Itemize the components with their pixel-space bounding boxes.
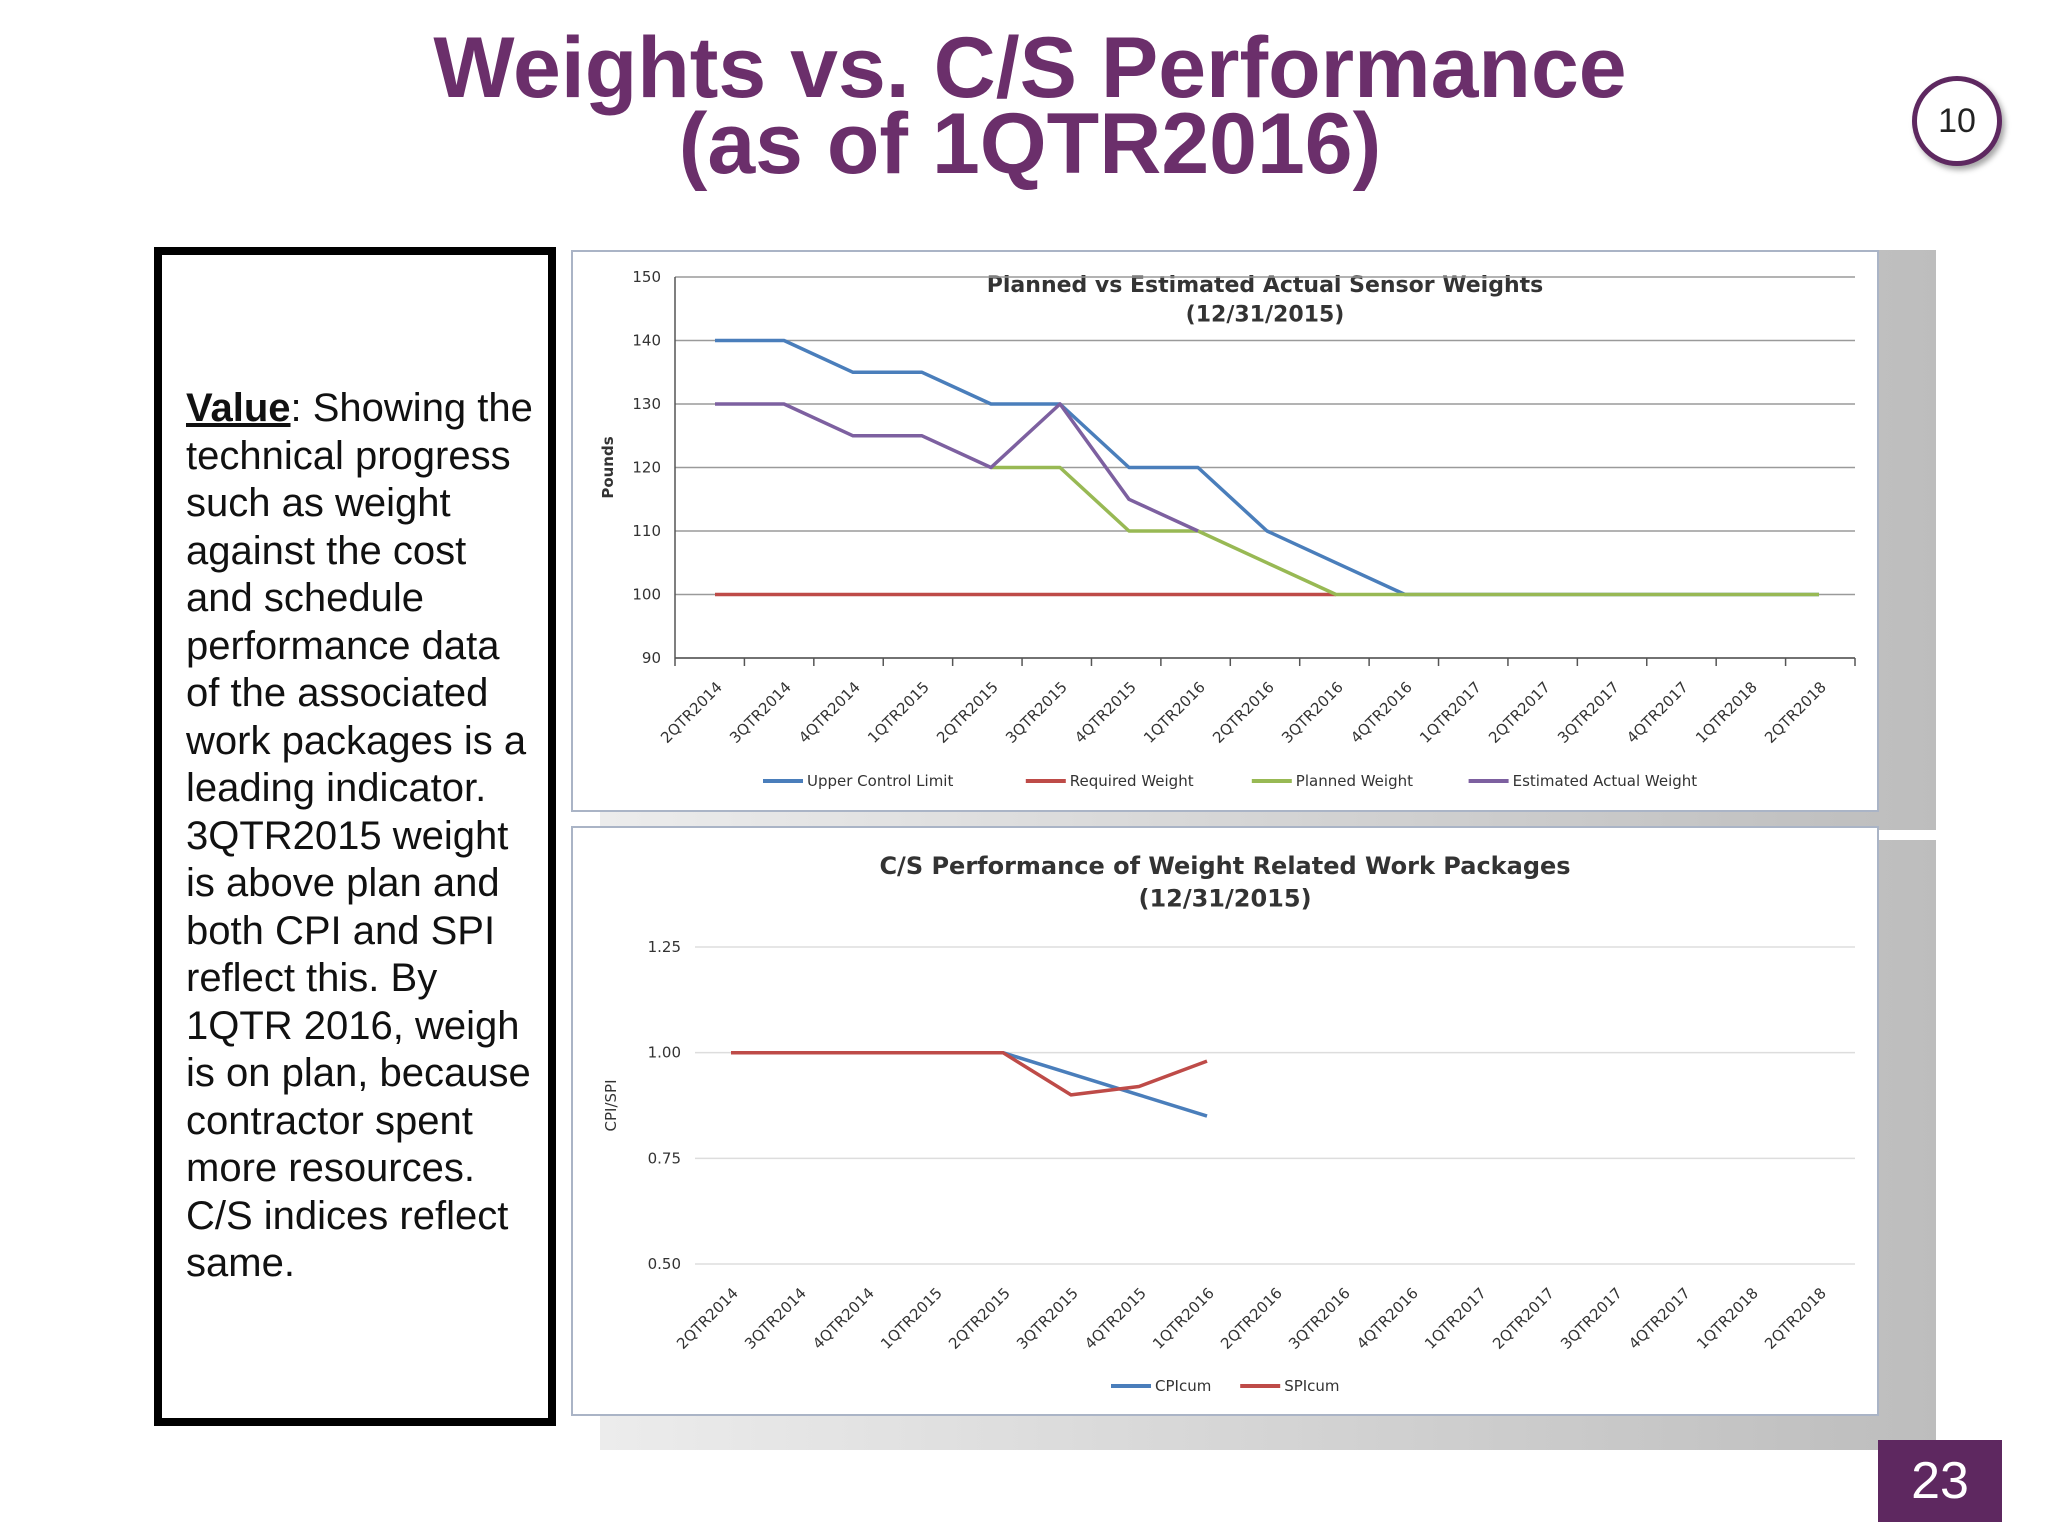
y-tick-label: 0.50 (648, 1255, 681, 1273)
series-line-cpicum (731, 1050, 1208, 1118)
x-tick-label: 2QTR2015 (933, 678, 1002, 747)
slide-title-line2: (as of 1QTR2016) (678, 96, 1382, 192)
y-tick-label: 150 (632, 268, 661, 286)
slide-badge: 10 (1912, 76, 2002, 166)
series-line-planned-weight (991, 465, 1819, 597)
x-tick-label: 2QTR2015 (945, 1284, 1014, 1353)
value-label: Value (186, 386, 291, 430)
y-tick-label: 140 (632, 332, 661, 350)
x-tick-label: 2QTR2018 (1761, 678, 1830, 747)
y-tick-label: 1.00 (648, 1044, 681, 1062)
x-tick-label: 4QTR2016 (1347, 678, 1416, 747)
legend-label: SPIcum (1284, 1377, 1339, 1395)
legend-label: CPIcum (1155, 1377, 1211, 1395)
cs-performance-chart: C/S Performance of Weight Related Work P… (602, 852, 1855, 1395)
chart-title: C/S Performance of Weight Related Work P… (879, 852, 1570, 880)
x-tick-label: 2QTR2014 (673, 1284, 742, 1353)
x-tick-label: 3QTR2017 (1554, 678, 1623, 747)
y-axis-label: CPI/SPI (602, 1080, 620, 1132)
weights-chart: Planned vs Estimated Actual Sensor Weigh… (599, 268, 1856, 790)
legend-label: Upper Control Limit (807, 772, 953, 790)
x-tick-label: 2QTR2014 (657, 678, 726, 747)
legend-label: Required Weight (1070, 772, 1194, 790)
page-number: 23 (1878, 1440, 2002, 1522)
x-tick-label: 3QTR2015 (1013, 1284, 1082, 1353)
y-tick-label: 120 (632, 459, 661, 477)
y-tick-label: 100 (632, 586, 661, 604)
x-tick-label: 4QTR2015 (1081, 1284, 1150, 1353)
x-tick-label: 1QTR2015 (864, 678, 933, 747)
x-tick-label: 3QTR2014 (726, 678, 795, 747)
y-tick-label: 130 (632, 395, 661, 413)
x-tick-label: 3QTR2015 (1002, 678, 1071, 747)
x-tick-label: 1QTR2017 (1416, 678, 1485, 747)
x-tick-label: 4QTR2014 (809, 1284, 878, 1353)
x-tick-label: 3QTR2016 (1285, 1284, 1354, 1353)
x-tick-label: 2QTR2017 (1485, 678, 1554, 747)
slide-title-line1: Weights vs. C/S Performance (433, 20, 1627, 116)
value-textbox: Value: Showing the technical progress su… (154, 247, 556, 1426)
chart-subtitle: (12/31/2015) (1186, 303, 1345, 328)
y-tick-label: 1.25 (648, 938, 681, 956)
x-tick-label: 2QTR2016 (1217, 1284, 1286, 1353)
x-tick-label: 4QTR2017 (1625, 1284, 1694, 1353)
x-tick-label: 1QTR2018 (1693, 1284, 1762, 1353)
x-tick-label: 4QTR2016 (1353, 1284, 1422, 1353)
legend-label: Estimated Actual Weight (1513, 772, 1698, 790)
x-tick-label: 1QTR2015 (877, 1284, 946, 1353)
x-tick-label: 3QTR2014 (741, 1284, 810, 1353)
series-line-estimated-actual-weight (715, 402, 1199, 533)
value-paragraph: Value: Showing the technical progress su… (186, 385, 534, 1288)
x-tick-label: 4QTR2015 (1071, 678, 1140, 747)
cs-performance-chart-frame: C/S Performance of Weight Related Work P… (571, 826, 1879, 1416)
y-tick-label: 110 (632, 522, 661, 540)
chart-subtitle: (12/31/2015) (1138, 884, 1311, 912)
y-axis-label: Pounds (599, 436, 617, 498)
x-tick-label: 4QTR2014 (795, 678, 864, 747)
x-tick-label: 2QTR2016 (1209, 678, 1278, 747)
slide-title: Weights vs. C/S Performance (as of 1QTR2… (400, 20, 1660, 192)
x-tick-label: 2QTR2018 (1761, 1284, 1830, 1353)
x-tick-label: 4QTR2017 (1623, 678, 1692, 747)
x-tick-label: 1QTR2016 (1149, 1284, 1218, 1353)
x-tick-label: 2QTR2017 (1489, 1284, 1558, 1353)
y-tick-label: 0.75 (648, 1149, 681, 1167)
weights-chart-frame: Planned vs Estimated Actual Sensor Weigh… (571, 250, 1879, 812)
value-text: : Showing the technical progress such as… (186, 386, 533, 1285)
x-tick-label: 1QTR2018 (1692, 678, 1761, 747)
legend-label: Planned Weight (1296, 772, 1413, 790)
x-tick-label: 3QTR2017 (1557, 1284, 1626, 1353)
series-line-spicum (731, 1050, 1208, 1097)
x-tick-label: 1QTR2017 (1421, 1284, 1490, 1353)
x-tick-label: 1QTR2016 (1140, 678, 1209, 747)
x-tick-label: 3QTR2016 (1278, 678, 1347, 747)
y-tick-label: 90 (642, 649, 661, 667)
